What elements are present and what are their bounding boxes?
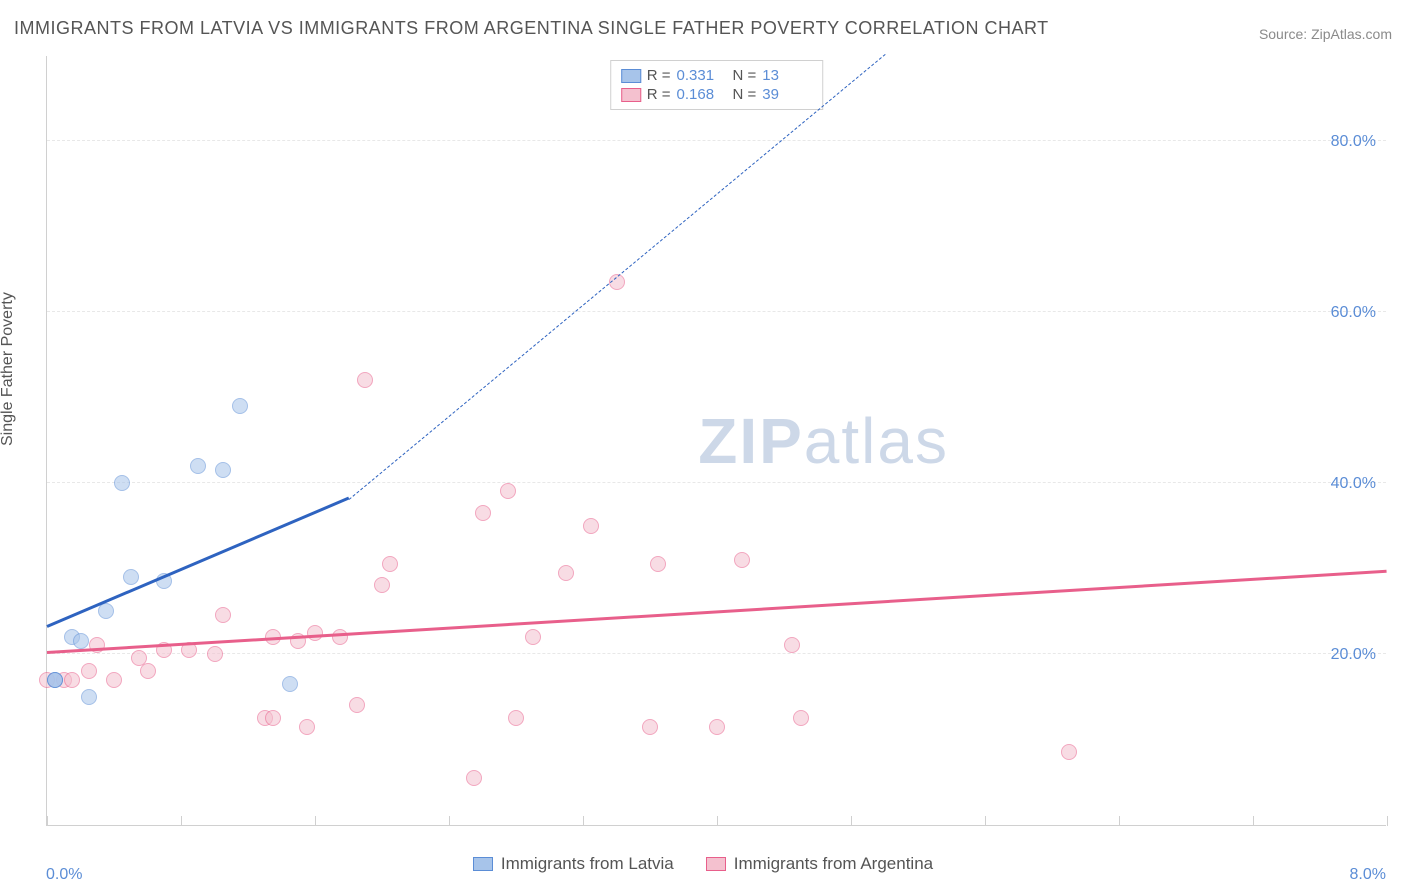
x-tick-mark xyxy=(315,816,316,826)
swatch-series2 xyxy=(621,88,641,102)
series1-point xyxy=(190,458,206,474)
series2-point xyxy=(382,556,398,572)
source-label: Source: ZipAtlas.com xyxy=(1259,26,1392,42)
series1-point xyxy=(215,462,231,478)
series2-point xyxy=(207,646,223,662)
y-tick-label: 40.0% xyxy=(1331,475,1376,493)
watermark: ZIPatlas xyxy=(698,404,949,478)
series2-point xyxy=(709,719,725,735)
x-tick-mark xyxy=(985,816,986,826)
gridline xyxy=(47,311,1386,312)
series1-point xyxy=(73,633,89,649)
chart-container: IMMIGRANTS FROM LATVIA VS IMMIGRANTS FRO… xyxy=(0,0,1406,892)
series2-point xyxy=(525,629,541,645)
plot-area: ZIPatlas R = 0.331 N = 13 R = 0.168 N = … xyxy=(46,56,1386,826)
series1-point xyxy=(282,676,298,692)
series2-point xyxy=(64,672,80,688)
stats-n-value-1: 13 xyxy=(762,67,812,84)
series1-point xyxy=(47,672,63,688)
reg-dash-series1 xyxy=(348,54,885,500)
gridline xyxy=(47,653,1386,654)
chart-title: IMMIGRANTS FROM LATVIA VS IMMIGRANTS FRO… xyxy=(14,18,1049,39)
stats-n-value-2: 39 xyxy=(762,86,812,103)
stats-r-value-1: 0.331 xyxy=(677,67,727,84)
series2-point xyxy=(349,697,365,713)
series2-point xyxy=(1061,744,1077,760)
x-tick-mark xyxy=(851,816,852,826)
y-tick-label: 80.0% xyxy=(1331,133,1376,151)
stats-r-label: R = xyxy=(647,86,671,103)
legend-label-1: Immigrants from Latvia xyxy=(501,854,674,874)
series2-point xyxy=(140,663,156,679)
x-tick-mark xyxy=(1387,816,1388,826)
series2-point xyxy=(357,372,373,388)
series2-point xyxy=(265,710,281,726)
x-tick-mark xyxy=(583,816,584,826)
legend-item-series2: Immigrants from Argentina xyxy=(706,854,933,874)
x-tick-mark xyxy=(449,816,450,826)
series2-point xyxy=(784,637,800,653)
reg-line-series1 xyxy=(46,497,349,628)
x-tick-max: 8.0% xyxy=(1350,866,1386,884)
x-tick-mark xyxy=(717,816,718,826)
y-axis-label: Single Father Poverty xyxy=(0,292,17,446)
x-tick-mark xyxy=(181,816,182,826)
gridline xyxy=(47,140,1386,141)
series2-point xyxy=(642,719,658,735)
series2-point xyxy=(332,629,348,645)
series2-point xyxy=(466,770,482,786)
series2-point xyxy=(215,607,231,623)
stats-box: R = 0.331 N = 13 R = 0.168 N = 39 xyxy=(610,60,824,110)
swatch-series1 xyxy=(621,69,641,83)
series2-point xyxy=(558,565,574,581)
series2-point xyxy=(106,672,122,688)
stats-row-series1: R = 0.331 N = 13 xyxy=(621,67,813,84)
series2-point xyxy=(793,710,809,726)
series2-point xyxy=(500,483,516,499)
x-tick-mark xyxy=(47,816,48,826)
x-tick-min: 0.0% xyxy=(46,866,82,884)
stats-n-label: N = xyxy=(733,86,757,103)
swatch-series2-icon xyxy=(706,857,726,871)
stats-r-label: R = xyxy=(647,67,671,84)
series2-point xyxy=(299,719,315,735)
legend-item-series1: Immigrants from Latvia xyxy=(473,854,674,874)
series2-point xyxy=(475,505,491,521)
series2-point xyxy=(508,710,524,726)
legend-label-2: Immigrants from Argentina xyxy=(734,854,933,874)
swatch-series1-icon xyxy=(473,857,493,871)
series2-point xyxy=(374,577,390,593)
series1-point xyxy=(114,475,130,491)
y-tick-label: 20.0% xyxy=(1331,646,1376,664)
stats-row-series2: R = 0.168 N = 39 xyxy=(621,86,813,103)
series2-point xyxy=(734,552,750,568)
gridline xyxy=(47,482,1386,483)
stats-n-label: N = xyxy=(733,67,757,84)
y-tick-label: 60.0% xyxy=(1331,304,1376,322)
reg-line-series2 xyxy=(47,570,1387,654)
series1-point xyxy=(232,398,248,414)
series2-point xyxy=(583,518,599,534)
bottom-legend: Immigrants from Latvia Immigrants from A… xyxy=(0,854,1406,874)
series1-point xyxy=(81,689,97,705)
series2-point xyxy=(81,663,97,679)
x-tick-mark xyxy=(1119,816,1120,826)
x-tick-mark xyxy=(1253,816,1254,826)
series2-point xyxy=(650,556,666,572)
series2-point xyxy=(307,625,323,641)
series1-point xyxy=(123,569,139,585)
stats-r-value-2: 0.168 xyxy=(677,86,727,103)
